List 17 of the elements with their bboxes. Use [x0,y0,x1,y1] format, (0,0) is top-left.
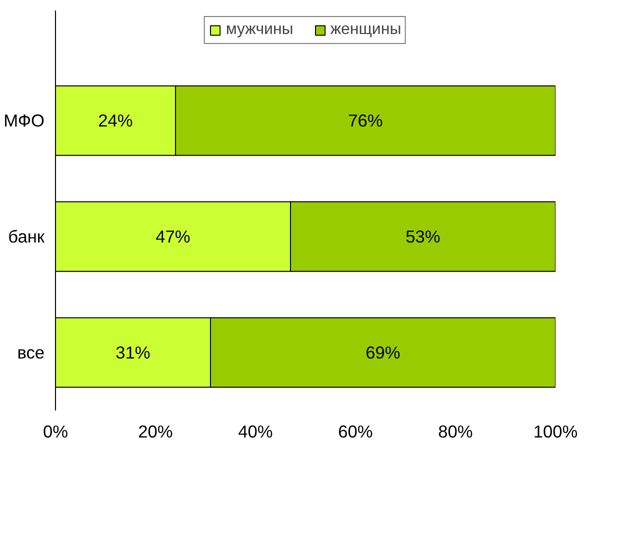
data-label: 76% [348,110,383,131]
x-tick-label: 20% [138,422,173,442]
legend-label: мужчины [226,21,294,39]
x-tick-label: 100% [533,422,578,442]
data-label: 53% [406,226,440,247]
data-label: 24% [98,110,133,131]
data-label: 47% [156,226,190,247]
x-tick-label: 60% [338,422,373,442]
y-tick-label: МФО [4,110,45,131]
x-tick-label: 80% [438,422,473,442]
data-label: 31% [116,342,150,363]
y-tick-label: банк [8,226,45,247]
data-label: 69% [366,342,400,363]
legend-label: женщины [330,21,402,39]
y-tick-label: все [17,342,44,363]
x-tick-label: 0% [42,422,68,442]
x-tick-label: 40% [238,422,273,442]
